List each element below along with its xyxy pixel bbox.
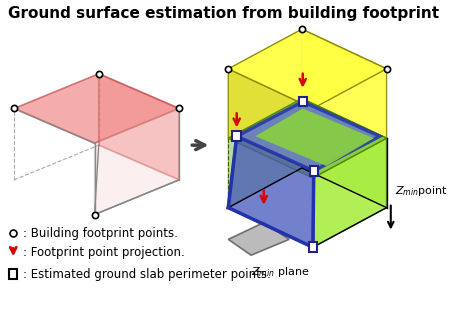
Text: : Estimated ground slab perimeter points.: : Estimated ground slab perimeter points… [23, 268, 271, 280]
Bar [9, 269, 18, 279]
Polygon shape [237, 102, 380, 171]
Polygon shape [228, 69, 313, 178]
Text: $Z_{min}$ plane: $Z_{min}$ plane [251, 265, 310, 279]
Text: : Building footprint points.: : Building footprint points. [23, 227, 178, 240]
Text: : Footprint point projection.: : Footprint point projection. [23, 246, 185, 259]
Bar [309, 242, 317, 252]
Polygon shape [302, 98, 387, 208]
Polygon shape [94, 109, 179, 215]
Polygon shape [228, 98, 387, 178]
Text: $Z_{min}$point: $Z_{min}$point [395, 184, 448, 198]
Polygon shape [228, 98, 302, 208]
Polygon shape [255, 109, 374, 166]
Polygon shape [302, 29, 387, 138]
Polygon shape [228, 222, 289, 255]
Polygon shape [99, 74, 179, 180]
Polygon shape [228, 136, 314, 247]
Polygon shape [14, 74, 179, 143]
Bar [299, 96, 307, 107]
Bar [310, 166, 318, 176]
Text: Ground surface estimation from building footprint: Ground surface estimation from building … [8, 6, 439, 21]
Polygon shape [228, 29, 387, 109]
Polygon shape [313, 138, 387, 247]
Bar [232, 131, 241, 141]
